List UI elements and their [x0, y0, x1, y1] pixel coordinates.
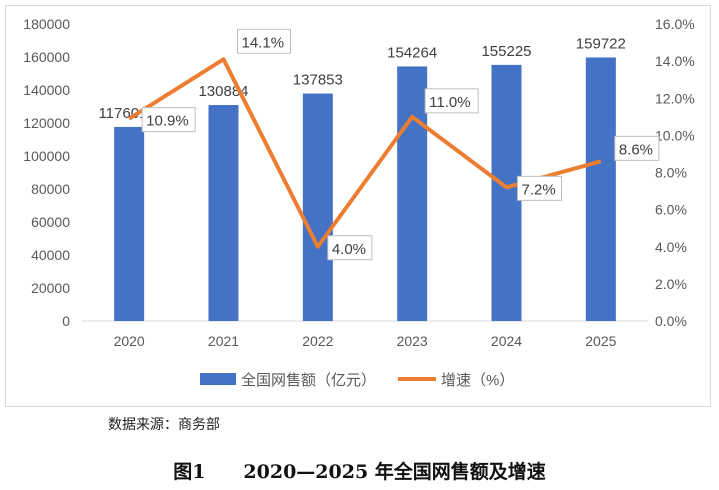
- bar: [302, 93, 333, 322]
- left-tick-label: 180000: [23, 16, 70, 32]
- right-tick-label: 14.0%: [655, 53, 695, 69]
- line-label-box: [517, 175, 562, 201]
- left-tick-label: 60000: [31, 214, 70, 230]
- right-tick-label: 6.0%: [655, 202, 687, 218]
- line-data-label: 7.2%: [522, 181, 556, 198]
- chart-frame: [5, 5, 711, 407]
- source-note: 数据来源：商务部: [108, 416, 220, 432]
- x-tick-label: 2021: [208, 333, 239, 349]
- figure-caption: 图1 2020—2025 年全国网售额及增速: [173, 461, 546, 483]
- line-label-box: [424, 88, 479, 114]
- line-data-label: 4.0%: [332, 241, 366, 258]
- x-tick-label: 2024: [491, 333, 522, 349]
- left-tick-label: 20000: [31, 280, 70, 296]
- bar-data-label: 154264: [387, 44, 437, 61]
- right-tick-label: 16.0%: [655, 16, 695, 32]
- right-tick-label: 4.0%: [655, 239, 687, 255]
- right-tick-label: 2.0%: [655, 276, 687, 292]
- combo-chart: 0 20000 40000 60000 80000 100000 120000 140000 1…: [23, 16, 695, 389]
- x-tick-label: 2023: [397, 333, 428, 349]
- line-label-box: [327, 235, 373, 261]
- x-tick-label: 2022: [302, 333, 333, 349]
- right-tick-label: 12.0%: [655, 90, 695, 106]
- legend-bar-label: 全国网售额（亿元）: [241, 371, 376, 389]
- line-data-label: 8.6%: [619, 141, 653, 158]
- legend-line-label: 增速（%）: [441, 372, 514, 389]
- line-label-box: [614, 135, 660, 161]
- left-tick-label: 80000: [31, 181, 70, 197]
- line-data-label: 11.0%: [429, 94, 470, 111]
- right-tick-label: 10.0%: [655, 127, 695, 143]
- line-data-label: 10.9%: [146, 113, 189, 130]
- legend-bar-swatch: [200, 373, 236, 385]
- bar: [491, 64, 522, 321]
- bar: [585, 57, 616, 321]
- right-tick-label: 0.0%: [655, 313, 687, 329]
- left-tick-label: 100000: [23, 148, 70, 164]
- left-tick-label: 160000: [23, 49, 70, 65]
- left-tick-label: 0: [62, 313, 70, 329]
- line-data-label: 14.1%: [242, 34, 285, 51]
- x-tick-label: 2020: [114, 333, 145, 349]
- bar: [114, 126, 145, 321]
- bar-data-label: 159722: [576, 35, 626, 52]
- bar: [397, 66, 428, 321]
- left-tick-label: 40000: [31, 247, 70, 263]
- x-tick-label: 2025: [585, 333, 616, 349]
- left-tick-label: 120000: [23, 115, 70, 131]
- bar-data-label: 137853: [293, 72, 343, 89]
- bar-data-label: 155225: [481, 43, 531, 60]
- line-label-box: [237, 28, 291, 54]
- line-label-box: [141, 107, 196, 133]
- left-tick-label: 140000: [23, 82, 70, 98]
- right-tick-label: 8.0%: [655, 165, 687, 181]
- bar: [208, 105, 239, 321]
